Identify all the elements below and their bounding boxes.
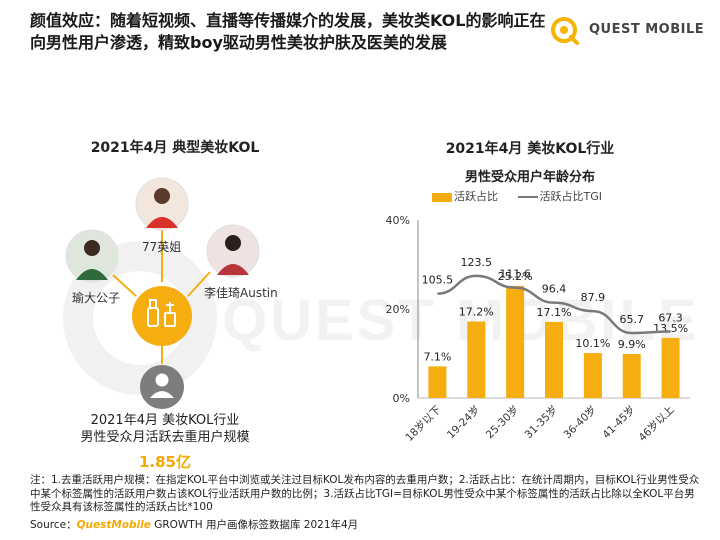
kol-name-yudagongzi: 瑜大公子	[72, 291, 121, 305]
bar-value-label: 7.1%	[423, 350, 451, 363]
tgi-line	[437, 274, 671, 335]
legend-item-line: 活跃占比TGI	[517, 188, 603, 204]
kol-name-77yingjie: 77英姐	[142, 240, 182, 254]
bar	[428, 366, 447, 398]
bar	[467, 321, 486, 398]
tgi-value-label: 105.5	[422, 274, 454, 287]
chart-title: 2021年4月 美妆KOL行业	[445, 141, 615, 157]
kol-avatar-lijiaqi	[206, 224, 260, 278]
tgi-value-label: 67.3	[658, 311, 683, 324]
tgi-value-label: 111.6	[499, 268, 531, 281]
y-tick-label: 20%	[386, 303, 410, 316]
source-suffix: GROWTH 用户画像标签数据库 2021年4月	[150, 519, 359, 531]
chart-legend: 活跃占比 活跃占比TGI	[432, 188, 618, 204]
source-prefix: Source：	[30, 519, 77, 531]
kol-name-lijiaqi: 李佳琦Austin	[204, 286, 278, 300]
summary-line1: 2021年4月 美妆KOL行业	[90, 413, 240, 428]
legend-item-bar: 活跃占比	[432, 188, 498, 204]
summary-line2: 男性受众月活跃去重用户规模	[80, 430, 250, 445]
bar	[661, 337, 680, 398]
tgi-value-label: 65.7	[619, 313, 644, 326]
x-tick-label: 19-24岁	[444, 403, 482, 441]
logo-text: QUEST MOBILE	[589, 22, 705, 37]
tgi-value-label: 96.4	[542, 283, 567, 296]
bar	[583, 353, 602, 398]
questmobile-logo-icon	[551, 17, 579, 45]
user-icon	[140, 365, 184, 409]
page-title: 颜值效应：随着短视频、直播等传播媒介的发展，美妆类KOL的影响正在向男性用户渗透…	[30, 11, 546, 52]
connector-left	[112, 274, 137, 297]
legend-label-line: 活跃占比TGI	[539, 190, 603, 203]
legend-swatch-bar	[432, 192, 452, 202]
kol-avatar-77yingjie	[135, 177, 189, 231]
bar-value-label: 17.2%	[459, 305, 494, 318]
x-tick-label: 46岁以上	[636, 403, 677, 444]
kol-panel-heading: 2021年4月 典型美妆KOL	[90, 140, 260, 156]
bar-value-label: 10.1%	[575, 337, 610, 350]
bar	[622, 353, 641, 398]
bar-value-label: 17.1%	[537, 306, 572, 319]
bar	[545, 321, 563, 398]
tgi-value-label: 123.5	[461, 256, 493, 269]
legend-swatch-line	[517, 196, 538, 198]
y-tick-label: 40%	[386, 214, 410, 227]
x-tick-label: 31-35岁	[522, 403, 560, 441]
audience-summary: 2021年4月 美妆KOL行业 男性受众月活跃去重用户规模	[40, 412, 290, 446]
x-tick-label: 41-45岁	[600, 403, 638, 441]
bar	[506, 285, 525, 398]
x-tick-label: 18岁以下	[403, 403, 444, 444]
x-tick-label: 36-40岁	[561, 403, 599, 441]
cosmetics-icon	[132, 286, 192, 346]
x-tick-label: 25-30岁	[483, 403, 521, 441]
kol-avatar-yudagongzi	[65, 229, 119, 283]
watermark-text: QUEST MOBILE	[222, 288, 699, 353]
bar-value-label: 25.2%	[498, 270, 533, 283]
chart-subtitle: 男性受众用户年龄分布	[464, 170, 595, 185]
legend-label-bar: 活跃占比	[454, 190, 498, 203]
source-brand: QuestMobile	[76, 519, 151, 531]
bar-value-label: 9.9%	[618, 338, 646, 351]
tgi-value-label: 87.9	[581, 291, 606, 304]
brand-logo: QUEST MOBILE	[547, 14, 707, 46]
source-line: Source：QuestMobile GROWTH 用户画像标签数据库 2021…	[30, 517, 358, 532]
footnotes: 注：1.去重活跃用户规模：在指定KOL平台中浏览或关注过目标KOL发布内容的去重…	[30, 474, 700, 513]
y-tick-label: 0%	[393, 392, 410, 405]
audience-size-value: 1.85亿	[138, 453, 191, 471]
connector-right	[187, 271, 211, 297]
